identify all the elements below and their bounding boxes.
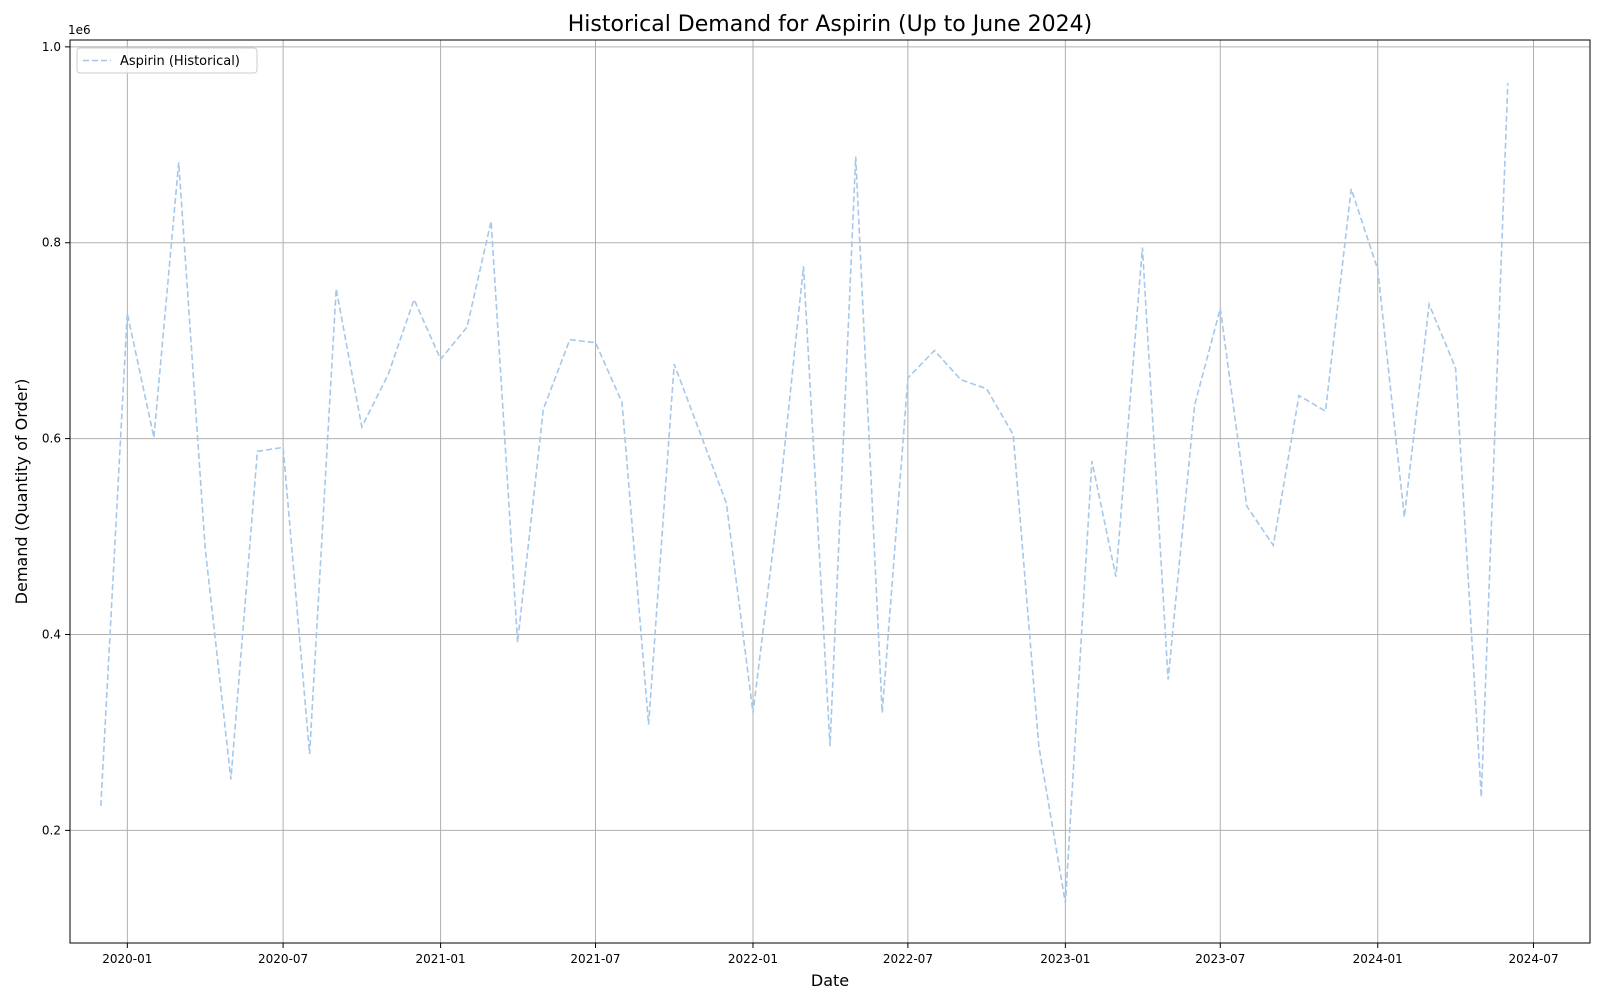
data-point <box>594 341 596 343</box>
y-tick-label: 0.4 <box>42 627 61 641</box>
data-point <box>1324 410 1326 412</box>
x-tick-label: 2022-07 <box>883 952 933 966</box>
x-tick-label: 2020-07 <box>258 952 308 966</box>
plot-frame <box>69 39 1591 944</box>
data-point <box>1115 576 1117 578</box>
data-point <box>1350 188 1352 190</box>
data-point <box>1091 460 1093 462</box>
data-point <box>933 349 935 351</box>
data-point <box>907 377 909 379</box>
data-point <box>308 753 310 755</box>
data-point <box>100 805 102 807</box>
data-point <box>230 778 232 780</box>
data-point <box>881 712 883 714</box>
x-axis-ticks: 2020-01 2020-07 2021-01 2021-07 2022-01 2022-… <box>102 943 1559 966</box>
y-tick-label: 0.2 <box>42 823 61 837</box>
chart-title: Historical Demand for Aspirin (Up to Jun… <box>568 12 1092 37</box>
x-tick-label: 2023-07 <box>1195 952 1245 966</box>
data-point <box>1403 516 1405 518</box>
data-point <box>1193 404 1195 406</box>
data-point <box>829 745 831 747</box>
data-point <box>542 408 544 410</box>
data-point <box>673 363 675 365</box>
data-point <box>256 450 258 452</box>
data-point <box>1012 434 1014 436</box>
grid-lines <box>70 40 1590 943</box>
data-point <box>985 388 987 390</box>
series-layer <box>100 82 1509 904</box>
data-point <box>466 326 468 328</box>
data-point <box>1454 367 1456 369</box>
data-point <box>725 502 727 504</box>
y-tick-label: 0.6 <box>42 432 61 446</box>
y-tick-label: 1.0 <box>42 40 61 54</box>
x-tick-label: 2024-01 <box>1353 952 1403 966</box>
data-point <box>1480 796 1482 798</box>
data-point <box>490 220 492 222</box>
x-tick-label: 2021-01 <box>416 952 466 966</box>
data-point <box>1038 745 1040 747</box>
data-point <box>1219 307 1221 309</box>
data-point <box>1507 82 1509 84</box>
data-point <box>569 339 571 341</box>
data-point <box>1167 678 1169 680</box>
y-axis-label: Demand (Quantity of Order) <box>12 379 31 605</box>
data-point <box>1298 394 1300 396</box>
data-point <box>700 434 702 436</box>
y-axis-offset-label: 1e6 <box>68 23 91 37</box>
data-point <box>439 358 441 360</box>
data-point <box>153 436 155 438</box>
x-tick-label: 2022-01 <box>728 952 778 966</box>
data-point <box>204 547 206 549</box>
data-point <box>960 379 962 381</box>
y-tick-label: 0.8 <box>42 236 61 250</box>
data-point <box>516 641 518 643</box>
legend: Aspirin (Historical) <box>76 47 258 74</box>
legend-box <box>76 47 258 74</box>
data-point <box>1141 246 1143 248</box>
data-point <box>647 723 649 725</box>
data-point <box>621 401 623 403</box>
data-point <box>802 265 804 267</box>
series-line <box>100 83 1509 903</box>
x-tick-label: 2024-07 <box>1508 952 1558 966</box>
x-tick-label: 2023-01 <box>1040 952 1090 966</box>
data-point <box>752 712 754 714</box>
data-point <box>282 446 284 448</box>
data-point <box>1064 902 1066 904</box>
data-point <box>178 161 180 163</box>
x-axis-label: Date <box>811 971 849 990</box>
data-point <box>1246 505 1248 507</box>
data-point <box>387 373 389 375</box>
data-point <box>361 426 363 428</box>
data-point <box>335 288 337 290</box>
data-point <box>778 495 780 497</box>
data-point <box>1377 268 1379 270</box>
x-tick-label: 2020-01 <box>102 952 152 966</box>
data-point <box>413 298 415 300</box>
legend-label: Aspirin (Historical) <box>120 54 240 69</box>
data-point <box>855 155 857 157</box>
data-point <box>1428 303 1430 305</box>
data-point <box>126 312 128 314</box>
data-point <box>1272 544 1274 546</box>
x-tick-label: 2021-07 <box>570 952 620 966</box>
y-axis-ticks: 0.2 0.4 0.6 0.8 1.0 <box>42 40 70 837</box>
